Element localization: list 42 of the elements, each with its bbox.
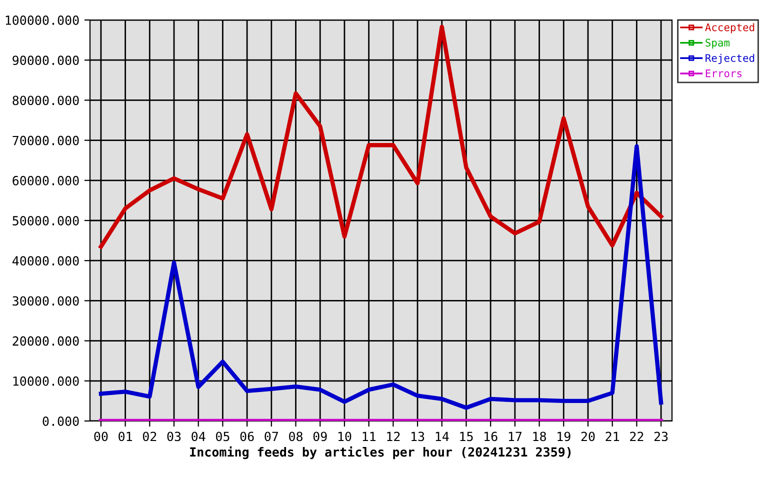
x-tick-label: 10 xyxy=(338,432,352,442)
y-tick-label: 80000.000 xyxy=(12,96,79,106)
x-axis-title: Incoming feeds by articles per hour (20241231 2359) xyxy=(190,446,571,460)
x-tick-label: 12 xyxy=(387,432,400,441)
line-series xyxy=(98,24,664,249)
x-tick-label: 08 xyxy=(289,432,302,442)
y-tick-label: 10000.000 xyxy=(13,376,79,386)
x-tick-label: 05 xyxy=(216,432,230,442)
x-tick-label: 03 xyxy=(167,432,181,442)
x-tick-label: 09 xyxy=(313,432,327,442)
legend-label: Spam xyxy=(706,38,730,49)
y-tick-label: 30000.000 xyxy=(12,296,79,306)
x-tick-label: 02 xyxy=(142,432,156,442)
y-tick-label: 60000.000 xyxy=(12,176,79,186)
x-tick-label: 11 xyxy=(362,432,376,441)
x-tick-label: 21 xyxy=(606,432,620,441)
x-tick-label: 07 xyxy=(264,432,278,442)
x-tick-label: 16 xyxy=(484,432,498,442)
x-tick-label: 19 xyxy=(558,432,570,442)
x-tick-label: 14 xyxy=(436,432,449,441)
legend-label: Errors xyxy=(706,70,742,78)
x-tick-label: 22 xyxy=(630,432,644,441)
x-tick-label: 17 xyxy=(508,432,522,441)
x-tick-label: 15 xyxy=(460,432,473,442)
y-tick-label: 20000.000 xyxy=(12,336,79,346)
x-tick-label: 13 xyxy=(412,432,424,442)
y-tick-label: 0.000 xyxy=(42,416,79,426)
x-tick-label: 20 xyxy=(581,432,595,442)
x-tick-label: 00 xyxy=(94,432,108,442)
line-series xyxy=(98,144,664,410)
x-tick-label: 01 xyxy=(118,432,132,442)
legend-label: Rejected xyxy=(706,54,754,64)
legend-label: Accepted xyxy=(705,23,754,34)
y-tick-label: 40000.000 xyxy=(12,256,79,266)
x-tick-label: 04 xyxy=(192,432,206,442)
y-tick-label: 90000.000 xyxy=(12,56,79,66)
y-tick-label: 50000.000 xyxy=(12,216,79,226)
y-tick-label: 70000.000 xyxy=(12,136,79,146)
y-tick-label: 100000.000 xyxy=(6,16,79,25)
x-tick-label: 18 xyxy=(533,432,546,442)
x-tick-label: 23 xyxy=(654,432,668,442)
x-tick-label: 06 xyxy=(240,432,254,442)
